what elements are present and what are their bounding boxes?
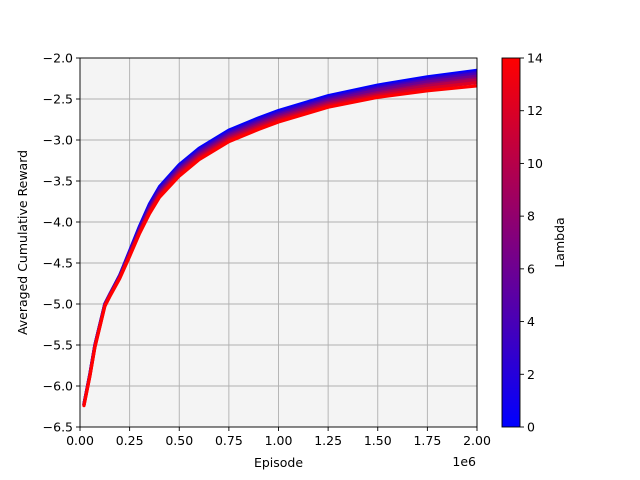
colorbar <box>501 57 521 428</box>
x-tick-label: 0.00 <box>66 433 94 448</box>
y-tick-label: −3.0 <box>43 133 73 148</box>
series-line-lambda-14 <box>82 84 477 408</box>
y-axis: −6.5 −6.0 −5.5 −5.0 −4.5 −4.0 −3.5 −3.0 −2.5 −2.0 <box>43 51 80 435</box>
series-group <box>82 68 477 408</box>
x-axis-offset-label: 1e6 <box>452 454 476 469</box>
colorbar-label: Lambda <box>552 217 567 267</box>
y-tick-label: −6.5 <box>43 420 73 435</box>
y-axis-label: Averaged Cumulative Reward <box>15 150 30 335</box>
y-tick-label: −2.5 <box>43 92 73 107</box>
y-tick-label: −4.0 <box>43 215 73 230</box>
x-axis-label: Episode <box>254 455 303 470</box>
y-tick-label: −6.0 <box>43 379 73 394</box>
x-axis: 0.00 0.25 0.50 0.75 1.00 1.25 1.50 1.75 2.00 <box>66 427 491 448</box>
colorbar-tick-label: 12 <box>527 103 543 118</box>
x-tick-label: 2.00 <box>463 433 491 448</box>
x-tick-label: 0.75 <box>215 433 243 448</box>
x-tick-label: 0.50 <box>165 433 193 448</box>
y-tick-label: −5.5 <box>43 338 73 353</box>
colorbar-tick-label: 4 <box>527 314 535 329</box>
colorbar-tick-label: 8 <box>527 209 535 224</box>
colorbar-tick-label: 14 <box>527 51 543 66</box>
colorbar-tick-label: 0 <box>527 420 535 435</box>
y-tick-label: −5.0 <box>43 297 73 312</box>
x-tick-label: 0.25 <box>116 433 144 448</box>
y-tick-label: −2.0 <box>43 51 73 66</box>
x-tick-label: 1.25 <box>314 433 342 448</box>
x-tick-label: 1.75 <box>413 433 441 448</box>
colorbar-tick-label: 10 <box>527 156 543 171</box>
y-tick-label: −3.5 <box>43 174 73 189</box>
y-tick-label: −4.5 <box>43 256 73 271</box>
colorbar-tick-label: 2 <box>527 367 535 382</box>
x-tick-label: 1.00 <box>265 433 293 448</box>
x-tick-label: 1.50 <box>364 433 392 448</box>
colorbar-tick-label: 6 <box>527 261 535 276</box>
colorbar-axis: 0 2 4 6 8 10 12 14 <box>520 51 543 435</box>
